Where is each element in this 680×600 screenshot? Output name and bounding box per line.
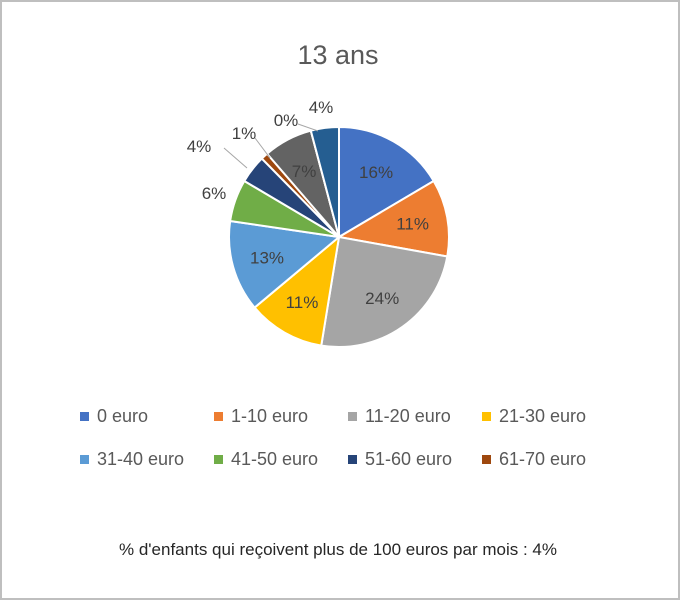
- data-label: 16%: [359, 163, 393, 182]
- leader-line: [223, 147, 248, 169]
- data-label: 11%: [286, 293, 319, 312]
- data-label: 11%: [396, 215, 429, 234]
- data-label: 24%: [365, 289, 399, 308]
- data-label: 4%: [187, 137, 212, 156]
- data-label: 0%: [274, 111, 299, 130]
- footnote: % d'enfants qui reçoivent plus de 100 eu…: [119, 540, 557, 559]
- pie-slice-91-100-euro: [309, 125, 340, 238]
- data-label: 13%: [250, 248, 284, 267]
- data-label: 7%: [292, 162, 317, 181]
- data-label: 4%: [309, 98, 334, 117]
- data-label: 1%: [232, 124, 257, 143]
- leader-line: [254, 137, 271, 159]
- leader-line: [297, 123, 319, 132]
- chart-title: 13 ans: [297, 40, 379, 70]
- pie-slice-31-40-euro: [228, 219, 342, 309]
- pie-slice-1-10-euro: [336, 179, 450, 258]
- pie-slice-11-20-euro: [320, 235, 449, 348]
- pie-slice-21-30-euro: [253, 234, 341, 347]
- pie-slice-0-euro: [338, 125, 436, 239]
- data-label: 6%: [202, 184, 227, 203]
